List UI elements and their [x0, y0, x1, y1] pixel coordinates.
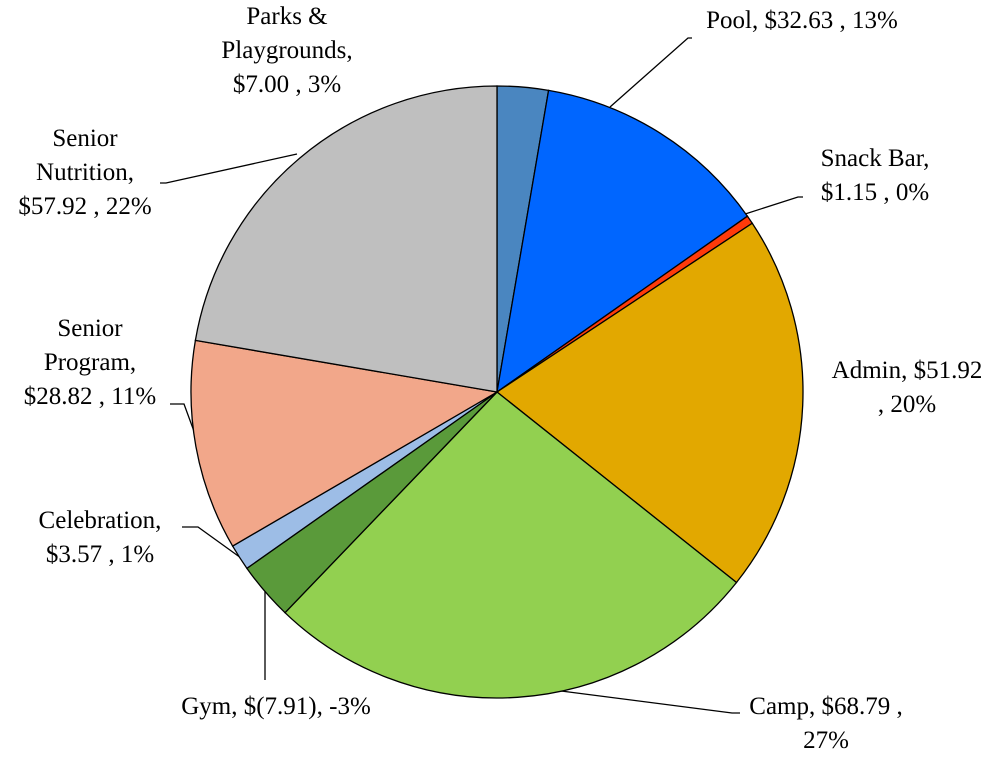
data-label: Senior Nutrition, $57.92 , 22%: [18, 125, 152, 220]
leader-line: [529, 686, 740, 714]
pie-slice: [190, 339, 499, 547]
data-label: Parks & Playgrounds, $7.00 , 3%: [221, 3, 353, 98]
data-label: Pool, $32.63 , 13%: [706, 7, 898, 34]
data-label: Senior Program, $28.82 , 11%: [23, 315, 157, 410]
leader-line: [741, 196, 803, 216]
data-label: Camp, $68.79 , 27%: [749, 693, 903, 754]
pie-slice: [496, 89, 749, 394]
leader-line: [182, 526, 242, 559]
pie-slice: [194, 85, 498, 393]
pie-slice: [495, 222, 804, 584]
leader-line: [609, 37, 692, 108]
pie-slice: [284, 391, 738, 699]
leader-line: [160, 153, 298, 184]
data-label: Snack Bar, $1.15 , 0%: [820, 145, 930, 206]
data-label: Celebration, $3.57 , 1%: [38, 507, 162, 568]
data-label: Admin, $51.92 , 20%: [831, 357, 983, 418]
data-label: Gym, $(7.91), -3%: [181, 693, 371, 720]
